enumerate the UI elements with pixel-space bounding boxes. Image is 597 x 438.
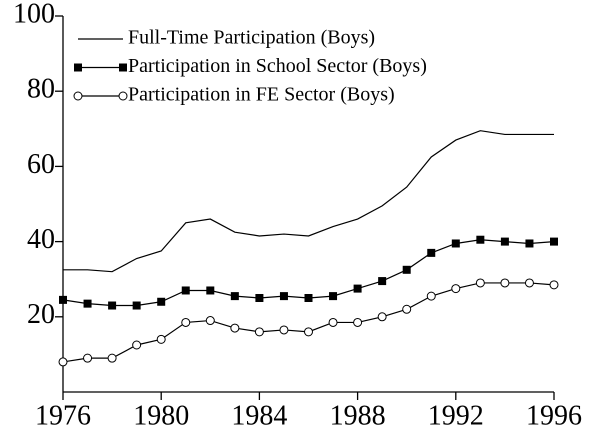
marker (353, 317, 363, 327)
marker (377, 312, 387, 322)
marker (427, 248, 436, 257)
marker (475, 278, 485, 288)
marker (181, 317, 191, 327)
marker (402, 304, 412, 314)
marker (426, 291, 436, 301)
x-tick-label: 1976 (35, 400, 91, 431)
marker (206, 286, 215, 295)
x-tick-label: 1988 (330, 400, 386, 431)
marker (279, 325, 289, 335)
x-tick-label: 1984 (231, 400, 287, 431)
series-line (63, 130, 554, 273)
marker (549, 280, 559, 290)
x-tick-label: 1996 (526, 400, 582, 431)
x-tick-label: 1980 (133, 400, 189, 431)
marker (119, 63, 127, 72)
marker (279, 292, 288, 301)
marker (378, 277, 387, 286)
marker (255, 294, 264, 302)
marker (304, 294, 313, 302)
y-tick-label: 20 (27, 299, 55, 330)
marker (230, 323, 240, 333)
y-tick-label: 40 (27, 224, 55, 255)
y-tick-label: 80 (27, 74, 55, 105)
marker (83, 299, 92, 308)
y-tick-label: 60 (27, 149, 55, 180)
marker (329, 292, 338, 301)
marker (402, 265, 411, 274)
marker (157, 297, 166, 306)
x-tick-label: 1992 (428, 400, 484, 431)
marker (525, 239, 534, 248)
marker (74, 63, 82, 72)
legend-label: Participation in School Sector (Boys) (128, 55, 427, 77)
marker (73, 91, 83, 101)
marker (500, 237, 509, 246)
marker (230, 292, 239, 301)
marker (156, 334, 166, 344)
marker (524, 278, 534, 288)
marker (58, 357, 68, 367)
marker (59, 295, 67, 304)
y-tick-label: 100 (13, 0, 55, 29)
marker (451, 284, 461, 294)
marker (132, 301, 141, 310)
marker (476, 235, 485, 244)
marker (107, 353, 117, 363)
marker (132, 340, 142, 350)
legend-label: Full-Time Participation (Boys) (128, 27, 375, 49)
marker (108, 301, 117, 310)
marker (205, 316, 215, 326)
marker (451, 239, 460, 248)
marker (118, 91, 128, 101)
marker (304, 327, 313, 337)
marker (500, 278, 510, 288)
marker (83, 353, 93, 363)
legend-label: Participation in FE Sector (Boys) (128, 84, 395, 106)
marker (353, 284, 362, 293)
marker (181, 286, 190, 295)
marker (328, 317, 338, 327)
marker (254, 327, 264, 337)
marker (550, 237, 558, 246)
